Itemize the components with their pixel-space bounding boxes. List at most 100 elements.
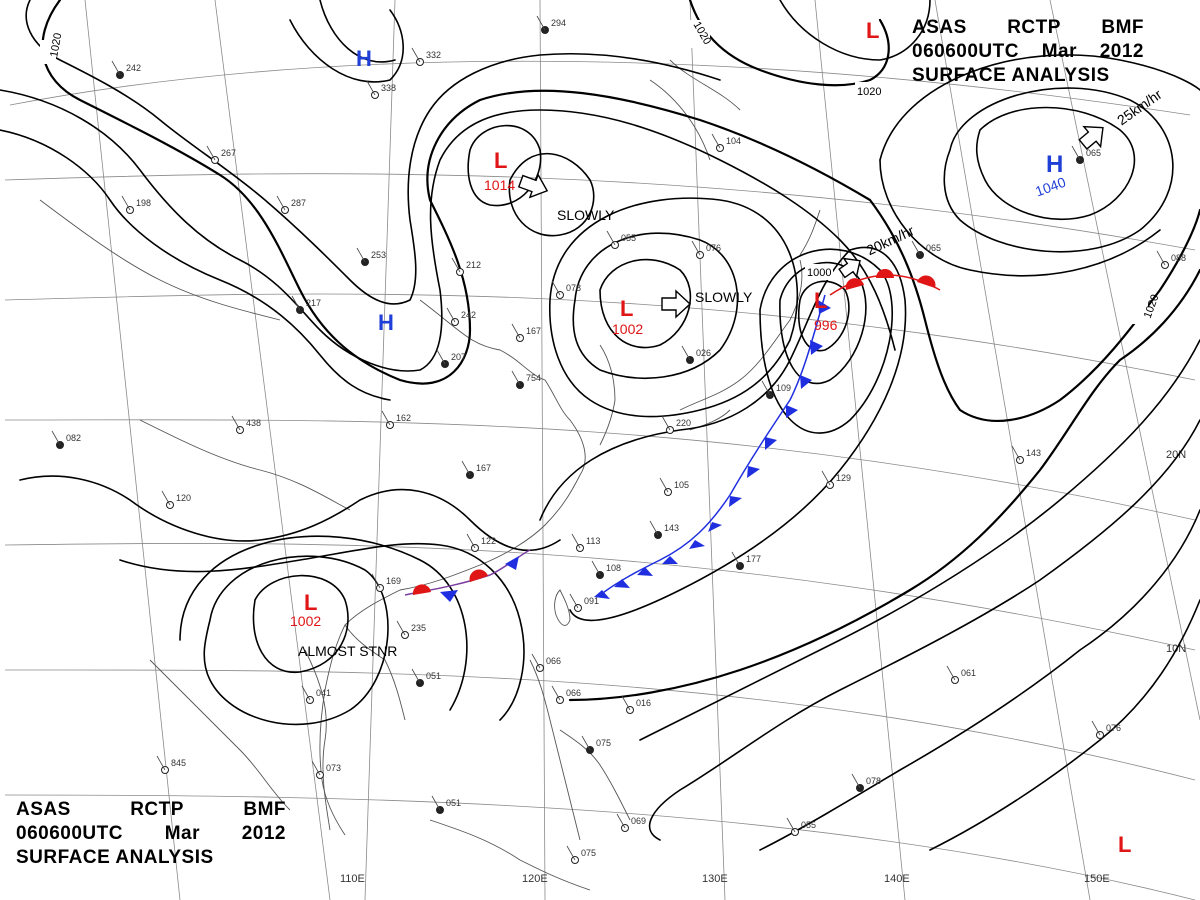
station-pressure: 069	[631, 816, 646, 826]
station-pressure: 076	[1106, 723, 1121, 733]
station-pressure: 088	[1171, 253, 1186, 263]
movement-label: 20km/hr	[864, 222, 917, 258]
wind-barb	[381, 410, 391, 426]
station-pressure: 212	[466, 260, 481, 270]
pressure-centers: H H H 1040 L 1014 L 1002 L 996 L 1002 L …	[290, 18, 1131, 857]
wind-barb	[691, 240, 701, 256]
low-center-value: 1002	[612, 321, 643, 337]
station-pressure: 143	[664, 523, 679, 533]
wind-barb	[446, 307, 456, 323]
header-year: 2012	[1099, 41, 1144, 62]
header-title: SURFACE ANALYSIS	[912, 65, 1110, 86]
station-pressure: 105	[674, 480, 689, 490]
header-office: BMF	[243, 799, 286, 820]
wind-barb	[291, 295, 301, 311]
wind-barb	[731, 551, 741, 567]
low-center-value: 1014	[484, 177, 515, 193]
header-time: 060600UTC	[16, 823, 123, 844]
wind-barb	[356, 247, 366, 263]
low-center-symbol: L	[866, 18, 879, 43]
wind-barb	[786, 817, 796, 833]
low-center-symbol: L	[1118, 832, 1131, 857]
wind-barb	[946, 665, 956, 681]
header-agency: ASAS	[16, 799, 71, 820]
wind-barb	[111, 60, 121, 76]
station-pressure: 207	[451, 352, 466, 362]
wind-barb	[511, 370, 521, 386]
wind-barb	[606, 230, 616, 246]
wind-barb	[411, 668, 421, 684]
station-pressure: 109	[776, 383, 791, 393]
station-pressure: 051	[446, 798, 461, 808]
station-pressure: 122	[481, 536, 496, 546]
chart-header-top: ASAS RCTP BMF 060600UTC Mar 2012 SURFACE…	[912, 16, 1144, 88]
station-pressure: 217	[306, 298, 321, 308]
low-center-symbol: L	[814, 288, 827, 313]
wind-barb	[366, 80, 376, 96]
station-pressure: 845	[171, 758, 186, 768]
station-pressure: 287	[291, 198, 306, 208]
station-pressure: 338	[381, 83, 396, 93]
cold-front	[599, 294, 826, 596]
header-station: RCTP	[130, 799, 184, 820]
wind-barb	[581, 735, 591, 751]
station-pressure: 143	[1026, 448, 1041, 458]
station-pressure: 078	[566, 283, 581, 293]
isobars	[0, 0, 1200, 851]
station-pressure: 016	[636, 698, 651, 708]
station-pressure: 167	[526, 326, 541, 336]
wind-barb	[276, 195, 286, 211]
wind-barb	[431, 795, 441, 811]
wind-barb	[661, 415, 671, 431]
low-center-value: 996	[814, 317, 838, 333]
station-pressure: 078	[866, 776, 881, 786]
station-pressure: 198	[136, 198, 151, 208]
station-pressure: 235	[411, 623, 426, 633]
warm-front-bump	[876, 269, 894, 278]
wind-barb	[231, 415, 241, 431]
low-center-symbol: L	[620, 296, 633, 321]
low-center-symbol: L	[494, 148, 507, 173]
station-pressure: 055	[801, 820, 816, 830]
station-pressure: 267	[221, 148, 236, 158]
movement-arrow	[1078, 125, 1104, 150]
station-pressure: 065	[926, 243, 941, 253]
wind-barb	[371, 573, 381, 589]
station-pressure: 332	[426, 50, 441, 60]
movement-arrow	[517, 173, 549, 199]
station-pressure: 073	[326, 763, 341, 773]
station-pressure: 162	[396, 413, 411, 423]
movement-arrows	[517, 125, 1104, 319]
movement-label: SLOWLY	[557, 207, 615, 223]
header-office: BMF	[1101, 17, 1144, 38]
isobar-label: 1020	[48, 32, 64, 58]
wind-barb	[156, 755, 166, 771]
low-center-value: 1002	[290, 613, 321, 629]
wind-barb	[531, 653, 541, 669]
wind-barb	[821, 470, 831, 486]
warm-front-bump	[845, 278, 864, 290]
header-month: Mar	[1041, 41, 1077, 62]
wind-barb	[551, 280, 561, 296]
high-center-value: 1040	[1033, 174, 1068, 200]
station-pressure: 075	[596, 738, 611, 748]
station-pressure: 076	[706, 243, 721, 253]
station-pressure: 026	[696, 348, 711, 358]
wind-barb	[569, 593, 579, 609]
warm-front-bump	[917, 275, 936, 288]
wind-barb	[461, 460, 471, 476]
wind-barb	[311, 760, 321, 776]
wind-barb	[911, 240, 921, 256]
lon-label: 110E	[340, 873, 365, 885]
lon-label: 120E	[522, 873, 548, 885]
graticule	[4, 0, 1200, 900]
wind-barb	[566, 845, 576, 861]
wind-barb	[659, 477, 669, 493]
wind-barb	[206, 145, 216, 161]
wind-barb	[301, 685, 311, 701]
wind-barb	[466, 533, 476, 549]
station-pressure: 253	[371, 250, 386, 260]
coastlines	[39, 59, 821, 891]
station-pressure: 055	[621, 233, 636, 243]
